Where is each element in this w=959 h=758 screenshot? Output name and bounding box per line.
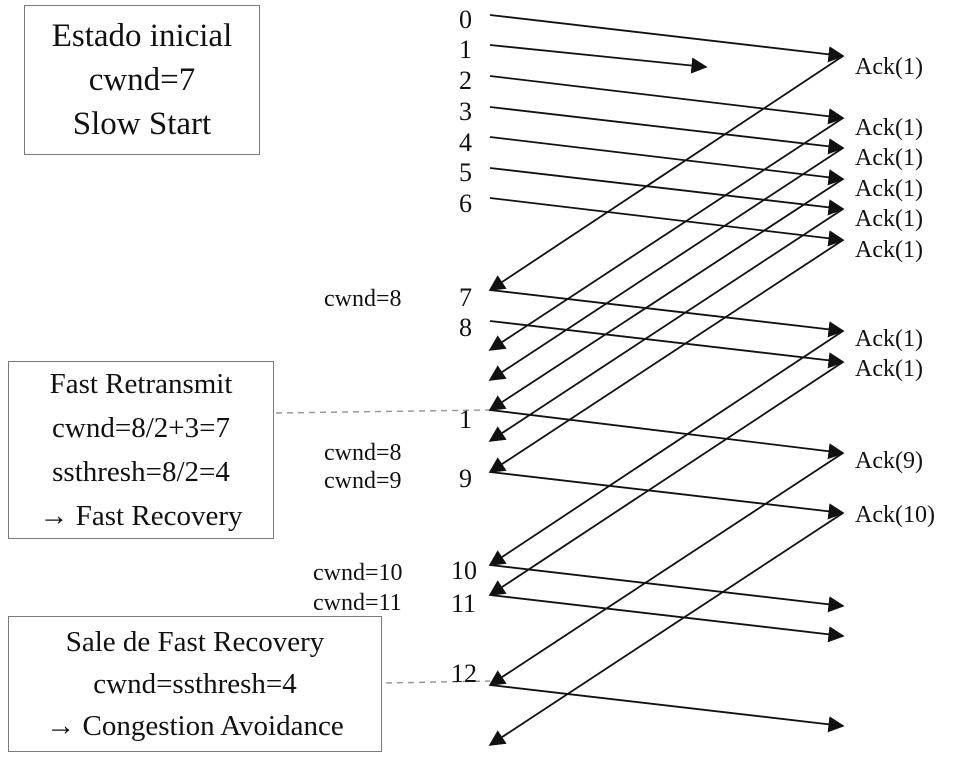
segment-0-arrow — [489, 14, 845, 63]
fast-retransmit-cwnd: cwnd=8/2+3=7 — [52, 412, 230, 444]
sender-label: 3 — [459, 97, 472, 126]
ack-arrow — [488, 512, 844, 746]
sender-label: 4 — [459, 128, 472, 157]
sender-label: 1 — [459, 35, 472, 64]
ack-arrow — [488, 361, 844, 596]
initial-cwnd: cwnd=7 — [88, 62, 196, 98]
exit-fast-recovery-box: Sale de Fast Recovery cwnd=ssthresh=4 → … — [8, 616, 382, 752]
ack-arrow — [488, 117, 844, 351]
ack-label: Ack(10) — [855, 502, 935, 528]
segment-8-arrow — [489, 320, 845, 369]
dashed-connector-exit-recovery — [385, 680, 491, 684]
ack-label: Ack(1) — [855, 115, 923, 141]
ack-arrow — [488, 208, 844, 442]
segment-5-arrow — [489, 167, 845, 216]
ack-arrow — [488, 239, 844, 473]
segment-9-arrow — [489, 471, 845, 520]
exit-recovery-next-phase: → Congestion Avoidance — [46, 710, 344, 742]
sender-label: 6 — [459, 189, 472, 218]
ack-label: Ack(1) — [855, 237, 923, 263]
segment-11-arrow — [489, 594, 845, 643]
exit-recovery-cwnd: cwnd=ssthresh=4 — [93, 668, 297, 700]
cwnd-label: cwnd=11 — [313, 590, 402, 616]
sender-label: 2 — [459, 66, 472, 95]
sender-label: 0 — [459, 5, 472, 34]
segment-1-retransmit-arrow — [489, 409, 845, 460]
ack-label: Ack(1) — [855, 326, 923, 352]
segment-7-arrow — [489, 289, 845, 338]
cwnd-label: cwnd=8 — [324, 286, 402, 312]
initial-phase: Slow Start — [72, 106, 212, 142]
fast-retransmit-next-phase: → Fast Recovery — [39, 500, 243, 532]
ack-arrow — [488, 178, 844, 411]
fast-retransmit-box: Fast Retransmit cwnd=8/2+3=7 ssthresh=8/… — [8, 361, 274, 539]
sender-label: 8 — [459, 313, 472, 342]
cwnd-label: cwnd=10 — [313, 560, 403, 586]
sender-label: 5 — [459, 158, 472, 187]
ack-label: Ack(9) — [855, 448, 923, 474]
ack-arrow — [488, 330, 844, 566]
ack-label: Ack(1) — [855, 145, 923, 171]
segment-1-lost-arrow — [489, 44, 708, 74]
segment-4-arrow — [489, 136, 845, 186]
dashed-connector-fast-retransmit — [275, 409, 491, 414]
sender-label: 1 — [459, 405, 472, 434]
cwnd-label: cwnd=8 — [324, 440, 402, 466]
fast-retransmit-title: Fast Retransmit — [49, 368, 233, 400]
sender-label: 9 — [459, 464, 472, 493]
segment-6-arrow — [489, 197, 845, 247]
segment-3-arrow — [489, 106, 845, 155]
cwnd-label: cwnd=9 — [324, 468, 402, 494]
initial-state-title: Estado inicial — [51, 18, 233, 54]
sender-label: 10 — [451, 556, 477, 585]
sender-label: 11 — [451, 589, 476, 618]
ack-label: Ack(1) — [855, 356, 923, 382]
fast-retransmit-ssthresh: ssthresh=8/2=4 — [52, 456, 230, 488]
ack-arrow — [488, 147, 844, 381]
sender-label: 12 — [451, 659, 477, 688]
ack-arrow — [488, 55, 844, 291]
segment-12-arrow — [489, 684, 845, 733]
ack-label: Ack(1) — [855, 206, 923, 232]
segment-2-arrow — [489, 75, 845, 125]
exit-recovery-title: Sale de Fast Recovery — [65, 626, 325, 658]
ack-label: Ack(1) — [855, 176, 923, 202]
ack-arrow — [488, 452, 844, 686]
ack-label: Ack(1) — [855, 54, 923, 80]
segment-10-arrow — [489, 564, 845, 613]
initial-state-box: Estado inicial cwnd=7 Slow Start — [24, 5, 260, 155]
sender-label: 7 — [459, 283, 472, 312]
